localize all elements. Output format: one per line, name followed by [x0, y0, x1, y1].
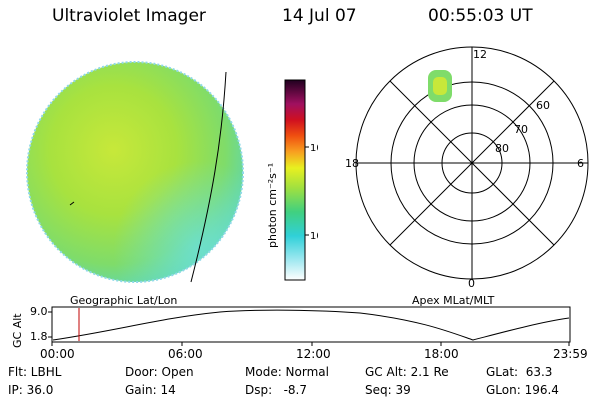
mlt-0: 0: [468, 277, 475, 290]
colorbar-label: photon cm⁻²s⁻¹: [266, 163, 279, 248]
mlt-6: 6: [577, 157, 584, 170]
app-title: Ultraviolet Imager: [52, 6, 206, 26]
time-tick-0600: 06:00: [168, 347, 203, 361]
mode-readout: Mode: Normal: [245, 365, 329, 379]
time-tick-1800: 18:00: [424, 347, 459, 361]
polar-plot: 12 18 6 0 60 70 80: [345, 46, 589, 290]
seq-readout: Seq: 39: [365, 383, 411, 397]
earth-disk-image: [26, 61, 244, 283]
lat-60: 60: [536, 99, 550, 112]
time-tick-2359: 23:59: [553, 347, 588, 361]
door-readout: Door: Open: [125, 365, 194, 379]
glon-readout: GLon: 196.4: [486, 383, 559, 397]
gc-alt-readout: GC Alt: 2.1 Re: [365, 365, 449, 379]
dsp-readout: Dsp: -8.7: [245, 383, 308, 397]
alt-axis-label: GC Alt: [11, 313, 24, 348]
ip-readout: IP: 36.0: [8, 383, 54, 397]
colorbar-tick-100: 100: [310, 143, 318, 154]
colorbar-tick-10: 10: [310, 231, 318, 242]
gain-readout: Gain: 14: [125, 383, 176, 397]
glat-readout: GLat: 63.3: [486, 365, 553, 379]
time-tick-0000: 00:00: [40, 347, 75, 361]
filter-readout: Flt: LBHL: [8, 365, 62, 379]
alt-tick-9: 9.0: [30, 305, 48, 318]
apex-frame-label: Apex MLat/MLT: [412, 294, 495, 307]
time-readout: 00:55:03 UT: [428, 6, 533, 26]
mlt-12: 12: [473, 48, 487, 61]
alt-tick-1-8: 1.8: [30, 330, 48, 343]
mlt-18: 18: [345, 157, 359, 170]
colorbar: 100 10 photon cm⁻²s⁻¹: [266, 79, 318, 281]
lat-80: 80: [495, 142, 509, 155]
geographic-frame-label: Geographic Lat/Lon: [70, 294, 178, 307]
altitude-plot: 9.0 1.8 GC Alt: [11, 305, 571, 348]
lat-70: 70: [514, 123, 528, 136]
time-tick-1200: 12:00: [296, 347, 331, 361]
date-readout: 14 Jul 07: [282, 6, 357, 26]
